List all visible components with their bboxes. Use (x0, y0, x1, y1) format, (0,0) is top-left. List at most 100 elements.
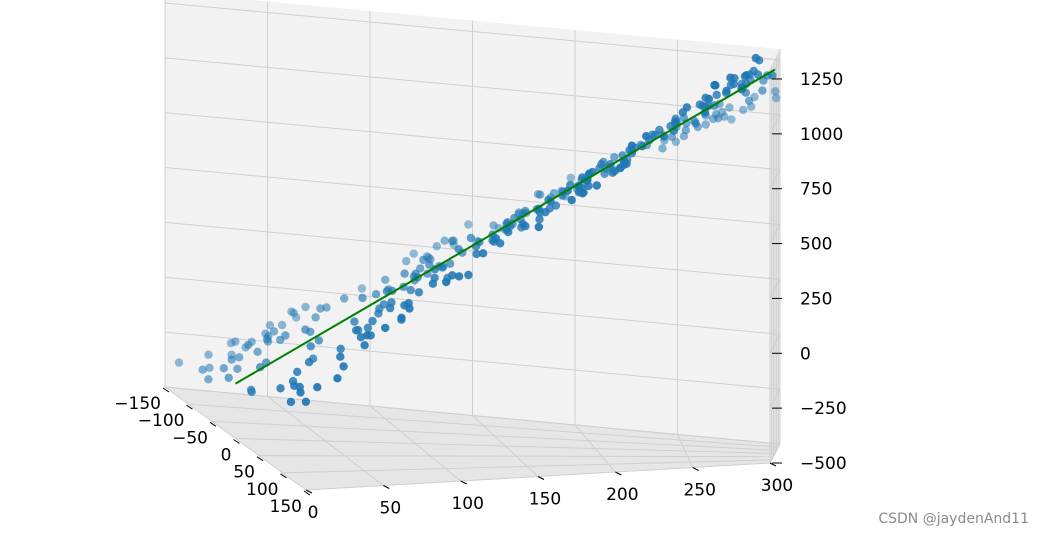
y-tick-label: 0 (221, 446, 232, 466)
grid-line-z-side (769, 114, 781, 135)
x-tick-label: 200 (606, 485, 638, 505)
data-point (712, 90, 721, 100)
data-point (289, 308, 298, 318)
fit-line (234, 68, 776, 385)
data-point (701, 120, 710, 129)
data-point (339, 362, 348, 371)
data-point (432, 242, 441, 251)
data-point (241, 343, 250, 352)
data-point (265, 321, 275, 330)
data-point (246, 385, 256, 394)
data-point (397, 315, 406, 324)
data-point (292, 313, 301, 322)
data-point (620, 158, 629, 167)
data-point (494, 224, 503, 233)
y-tick-mark (303, 490, 311, 496)
data-point (416, 264, 425, 273)
y-tick-label: 50 (233, 463, 255, 483)
data-point (430, 273, 439, 283)
data-point (205, 363, 214, 372)
data-point (747, 102, 756, 111)
data-point (772, 93, 781, 103)
data-point (514, 210, 523, 219)
x-tick-label: 150 (529, 490, 561, 510)
data-point (402, 256, 411, 266)
x-axis-ticks: 0 50 100 150 200 250 300 (305, 462, 793, 523)
data-point (710, 81, 720, 90)
data-point (381, 323, 390, 333)
data-point (679, 132, 689, 141)
data-point (449, 236, 458, 245)
data-point (414, 288, 424, 297)
data-point (360, 341, 369, 350)
z-tick-label: −500 (800, 454, 847, 474)
data-point (286, 397, 296, 407)
data-point (308, 354, 318, 363)
data-point (466, 233, 476, 243)
data-point (350, 317, 359, 326)
data-point (443, 273, 452, 283)
data-point (247, 337, 256, 346)
data-point (231, 337, 240, 346)
data-point (219, 364, 228, 373)
data-point (368, 316, 377, 326)
x-tick-mark (615, 471, 622, 476)
data-point (366, 331, 375, 340)
data-point (358, 293, 367, 303)
grid-line-z-side (769, 279, 781, 299)
data-point (233, 364, 242, 373)
data-point (336, 352, 345, 361)
data-point (256, 363, 265, 372)
grid-line-z-side (769, 334, 781, 354)
grid-line-z-back (164, 2, 781, 61)
data-point (336, 344, 345, 353)
data-point (287, 307, 296, 316)
grid-line-y-floor (258, 455, 774, 458)
data-point (753, 70, 763, 79)
data-point (261, 329, 270, 338)
x-tick-label: 100 (451, 494, 483, 514)
data-point (293, 367, 302, 377)
data-point (566, 173, 575, 182)
data-point (478, 249, 488, 258)
data-point (715, 99, 724, 109)
data-point (311, 313, 320, 322)
x-tick-mark (692, 467, 699, 471)
z-tick-label: 250 (800, 289, 832, 309)
y-tick-label: −150 (114, 394, 161, 414)
data-point (357, 284, 367, 293)
x-tick-label: 250 (683, 481, 715, 501)
data-point (235, 353, 244, 362)
data-point (354, 325, 363, 335)
data-point (333, 374, 342, 383)
y-tick-label: −50 (172, 428, 208, 448)
x-tick-mark (537, 476, 545, 480)
data-point (322, 303, 331, 312)
z-tick-label: −250 (800, 399, 847, 419)
data-point (371, 290, 381, 299)
data-point (698, 101, 707, 110)
y-tick-label: 150 (270, 497, 302, 517)
data-point (288, 377, 298, 386)
data-points (174, 53, 781, 407)
x-tick-mark (769, 462, 777, 467)
grid-line-z-back (164, 276, 781, 335)
data-point (445, 259, 455, 268)
x-tick-label: 0 (308, 503, 319, 523)
data-point (535, 215, 544, 224)
y-tick-mark (233, 439, 240, 444)
x-tick-mark (305, 489, 313, 494)
data-point (610, 153, 619, 162)
data-point (658, 144, 667, 153)
fit-line-group (234, 68, 776, 385)
data-point (253, 347, 262, 356)
data-point (561, 192, 570, 201)
data-point (667, 132, 677, 141)
z-axis-ticks: −500 −250 0 250 500 750 1000 1250 (772, 70, 847, 474)
data-point (204, 350, 213, 359)
z-tick-label: 500 (800, 235, 832, 255)
data-point (567, 195, 576, 205)
z-tick-label: 1000 (800, 125, 843, 145)
data-point (464, 270, 473, 280)
